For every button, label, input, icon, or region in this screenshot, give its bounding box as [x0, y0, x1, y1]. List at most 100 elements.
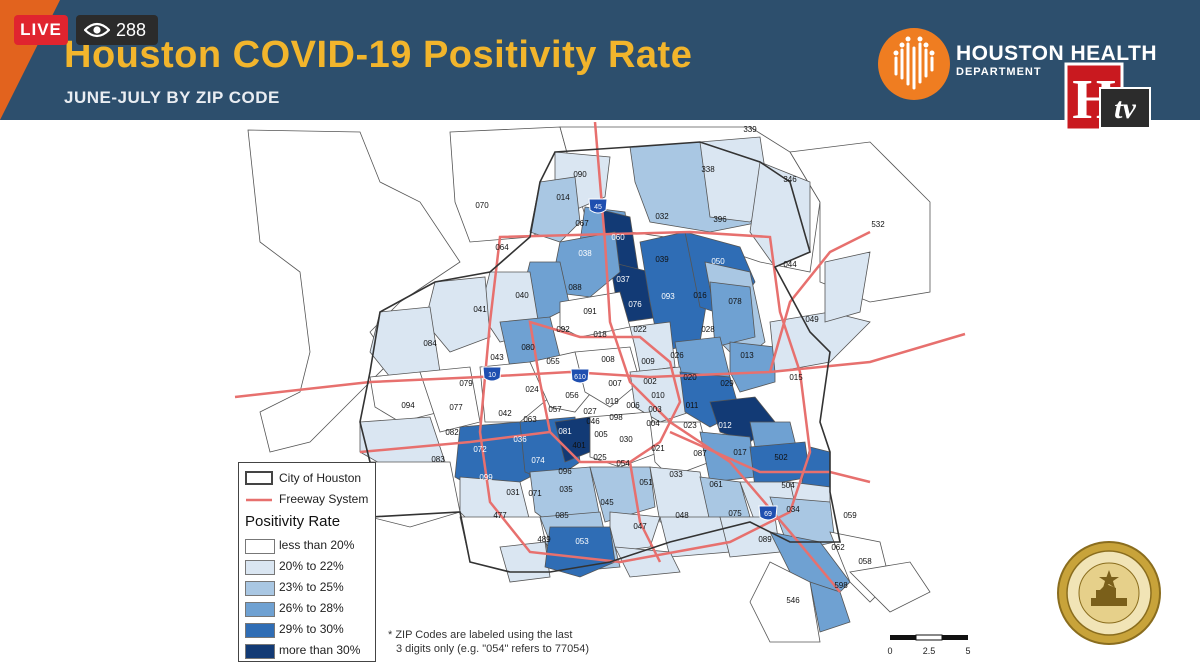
htv-tv: tv: [1114, 92, 1136, 125]
zip-label: 042: [498, 409, 512, 418]
zip-label: 477: [493, 511, 507, 520]
zip-label: 017: [733, 448, 747, 457]
viewer-count: 288: [116, 20, 147, 40]
zip-label: 502: [774, 453, 788, 462]
zip-label: 060: [611, 233, 625, 242]
legend-swatch-0: [245, 539, 275, 554]
health-department-logo-icon: [878, 28, 950, 100]
zip-label: 081: [558, 427, 572, 436]
scale-bar: 0 2.5 5: [887, 634, 971, 656]
zip-label: 087: [693, 449, 707, 458]
highway-number: 610: [574, 374, 586, 381]
map-legend: City of Houston Freeway System Positivit…: [238, 462, 376, 662]
zip-code-footnote: * ZIP Codes are labeled using the last 3…: [388, 628, 648, 656]
zip-label: 034: [786, 505, 800, 514]
legend-swatch-1: [245, 560, 275, 575]
zip-label: 055: [546, 357, 560, 366]
zip-label: 071: [528, 489, 542, 498]
zip-label: 011: [686, 401, 699, 410]
zip-label: 093: [661, 292, 675, 301]
legend-swatch-2: [245, 581, 275, 596]
highway-number: 45: [594, 204, 602, 211]
zip-label: 085: [555, 511, 569, 520]
zip-code-labels: 339 338 346 532 090 014 070 067 060 032 396 044 064 0…: [401, 125, 885, 605]
zip-label: 080: [521, 343, 535, 352]
zip-label: 096: [558, 467, 572, 476]
zip-label: 004: [646, 419, 660, 428]
city-boundary: [359, 141, 841, 573]
eye-icon: [84, 22, 110, 38]
zip-label: 040: [515, 291, 529, 300]
legend-swatch-3: [245, 602, 275, 617]
zip-label: 077: [449, 403, 463, 412]
city-of-houston-seal-icon: [1057, 541, 1161, 645]
scale-tick: 5: [965, 646, 970, 656]
zip-label: 032: [655, 212, 669, 221]
zip-label: 058: [858, 557, 872, 566]
zip-label: 018: [593, 330, 607, 339]
viewer-count-badge: 288: [76, 15, 158, 45]
zip-label: 027: [583, 407, 597, 416]
highway-number: 69: [764, 511, 772, 518]
zip-label: 041: [473, 305, 487, 314]
zip-label: 039: [655, 255, 669, 264]
zip-label: 094: [401, 401, 415, 410]
zip-label: 084: [423, 339, 437, 348]
zip-label: 078: [728, 297, 742, 306]
zip-label: 010: [651, 391, 665, 400]
zip-label: 013: [740, 351, 754, 360]
legend-city-label: City of Houston: [279, 471, 362, 485]
legend-freeway-label: Freeway System: [279, 492, 369, 506]
page-subtitle: JUNE-JULY BY ZIP CODE: [64, 88, 280, 107]
zip-label: 045: [600, 498, 614, 507]
zip-label: 002: [643, 377, 657, 386]
zip-label: 057: [548, 405, 562, 414]
zip-label: 043: [490, 353, 504, 362]
org-name: HOUSTON HEALTH: [956, 42, 1158, 65]
zip-label: 023: [683, 421, 697, 430]
zip-label: 091: [583, 307, 597, 316]
legend-rate-heading: Positivity Rate: [245, 513, 341, 530]
zip-label: 532: [871, 220, 885, 229]
zip-label: 063: [523, 415, 537, 424]
zip-label: 035: [559, 485, 573, 494]
zip-label: 070: [475, 201, 489, 210]
zip-label: 019: [605, 397, 619, 406]
legend-class-label: less than 20%: [279, 538, 355, 552]
zip-label: 030: [619, 435, 633, 444]
zip-label: 037: [616, 275, 630, 284]
highway-number: 10: [488, 372, 496, 379]
legend-class-label: more than 30%: [279, 643, 361, 657]
footnote-line-1: * ZIP Codes are labeled using the last: [388, 629, 573, 641]
zip-label: 028: [701, 325, 715, 334]
zip-label: 049: [805, 315, 819, 324]
zip-label: 059: [843, 511, 857, 520]
page-title: Houston COVID-19 Positivity Rate: [64, 34, 693, 76]
zip-label: 048: [675, 511, 689, 520]
scale-tick: 2.5: [923, 646, 936, 656]
zip-label: 051: [639, 478, 653, 487]
htv-channel-logo: H tv: [1064, 62, 1151, 132]
legend-swatch-4: [245, 623, 275, 638]
legend-class-label: 26% to 28%: [279, 601, 344, 615]
interstate-shield-icon: 69: [758, 505, 778, 521]
zip-label: 504: [781, 481, 795, 490]
zip-label: 346: [783, 175, 797, 184]
freeway-swatch: [246, 498, 272, 502]
org-department: DEPARTMENT: [956, 66, 1042, 78]
zip-label: 061: [709, 480, 723, 489]
zip-label: 401: [572, 441, 586, 450]
zip-label: 339: [743, 125, 757, 134]
zip-label: 072: [473, 445, 487, 454]
legend-class-label: 23% to 25%: [279, 580, 344, 594]
zip-label: 015: [789, 373, 803, 382]
zip-label: 338: [701, 165, 715, 174]
legend-swatch-5: [245, 644, 275, 659]
zip-label: 016: [693, 291, 707, 300]
zip-label: 038: [578, 249, 592, 258]
zip-label: 031: [506, 488, 520, 497]
zip-label: 083: [431, 455, 445, 464]
zip-label: 075: [728, 509, 742, 518]
zip-label: 003: [648, 405, 662, 414]
zip-label: 088: [568, 283, 582, 292]
